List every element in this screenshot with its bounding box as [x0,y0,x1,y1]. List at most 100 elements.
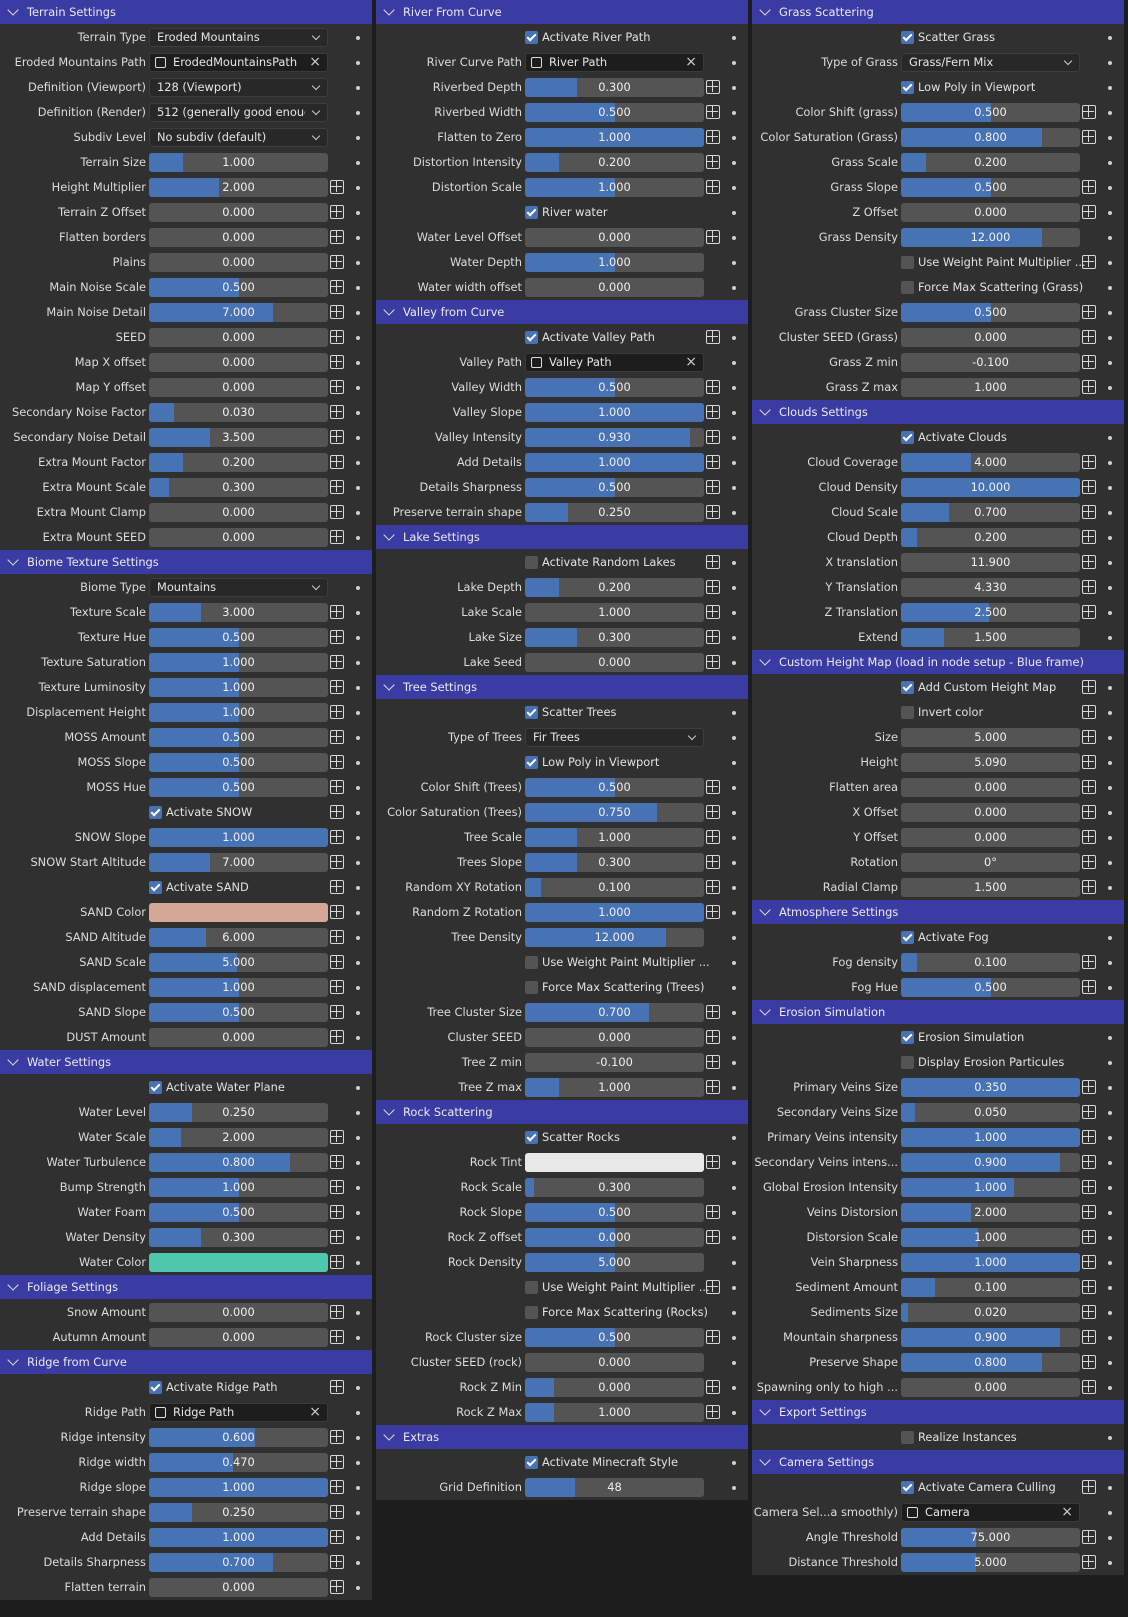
node-socket-icon[interactable] [330,1005,344,1019]
node-socket-icon[interactable] [1082,1280,1096,1294]
keyframe-dot-icon[interactable] [732,361,736,365]
checkbox[interactable] [525,1281,538,1294]
keyframe-dot-icon[interactable] [1108,1161,1112,1165]
value-slider[interactable]: 0.020 [901,1303,1080,1322]
keyframe-dot-icon[interactable] [732,486,736,490]
section-header-ridge-from-curve[interactable]: Ridge from Curve [0,1350,372,1374]
keyframe-dot-icon[interactable] [356,436,360,440]
node-socket-icon[interactable] [706,405,720,419]
node-socket-icon[interactable] [1082,1205,1096,1219]
value-slider[interactable]: 0.500 [149,628,328,647]
keyframe-dot-icon[interactable] [356,1511,360,1515]
keyframe-dot-icon[interactable] [356,486,360,490]
enum-dropdown[interactable]: Grass/Fern Mix [901,53,1080,72]
keyframe-dot-icon[interactable] [732,861,736,865]
node-socket-icon[interactable] [330,355,344,369]
checkbox-label[interactable]: Low Poly in Viewport [542,755,660,769]
node-socket-icon[interactable] [330,1030,344,1044]
object-field[interactable]: Valley Path × [525,353,704,372]
value-slider[interactable]: 1.000 [149,153,328,172]
keyframe-dot-icon[interactable] [1108,61,1112,65]
value-slider[interactable]: 7.000 [149,853,328,872]
keyframe-dot-icon[interactable] [732,211,736,215]
keyframe-dot-icon[interactable] [1108,636,1112,640]
checkbox-label[interactable]: Activate Clouds [918,430,1007,444]
keyframe-dot-icon[interactable] [1108,261,1112,265]
value-slider[interactable]: 0.000 [901,803,1080,822]
node-socket-icon[interactable] [330,180,344,194]
checkbox[interactable] [901,431,914,444]
section-header-terrain-settings[interactable]: Terrain Settings [0,0,372,24]
keyframe-dot-icon[interactable] [732,436,736,440]
value-slider[interactable]: 75.000 [901,1528,1080,1547]
node-socket-icon[interactable] [1082,1180,1096,1194]
value-slider[interactable]: 7.000 [149,303,328,322]
checkbox[interactable] [901,706,914,719]
node-socket-icon[interactable] [330,1455,344,1469]
enum-dropdown[interactable]: Mountains [149,578,328,597]
node-socket-icon[interactable] [1082,855,1096,869]
keyframe-dot-icon[interactable] [732,736,736,740]
value-slider[interactable]: 1.000 [525,453,704,472]
keyframe-dot-icon[interactable] [1108,186,1112,190]
keyframe-dot-icon[interactable] [732,161,736,165]
keyframe-dot-icon[interactable] [356,1336,360,1340]
keyframe-dot-icon[interactable] [356,1011,360,1015]
value-slider[interactable]: 0.000 [525,278,704,297]
checkbox-label[interactable]: Activate Fog [918,930,989,944]
value-slider[interactable]: 0.500 [901,178,1080,197]
node-socket-icon[interactable] [330,780,344,794]
node-socket-icon[interactable] [330,880,344,894]
keyframe-dot-icon[interactable] [732,786,736,790]
keyframe-dot-icon[interactable] [1108,461,1112,465]
keyframe-dot-icon[interactable] [356,361,360,365]
object-field[interactable]: Camera × [901,1503,1080,1522]
keyframe-dot-icon[interactable] [1108,786,1112,790]
checkbox[interactable] [525,1131,538,1144]
node-socket-icon[interactable] [330,1555,344,1569]
checkbox[interactable] [525,331,538,344]
node-socket-icon[interactable] [706,905,720,919]
keyframe-dot-icon[interactable] [356,61,360,65]
keyframe-dot-icon[interactable] [1108,1211,1112,1215]
value-slider[interactable]: 5.090 [901,753,1080,772]
node-socket-icon[interactable] [330,305,344,319]
section-header-valley-from-curve[interactable]: Valley from Curve [376,300,748,324]
keyframe-dot-icon[interactable] [356,886,360,890]
node-socket-icon[interactable] [330,280,344,294]
node-socket-icon[interactable] [1082,880,1096,894]
keyframe-dot-icon[interactable] [1108,1186,1112,1190]
value-slider[interactable]: 0.200 [525,153,704,172]
node-socket-icon[interactable] [330,1480,344,1494]
node-socket-icon[interactable] [1082,705,1096,719]
value-slider[interactable]: 0.000 [149,253,328,272]
value-slider[interactable]: 1.000 [149,703,328,722]
section-header-river-from-curve[interactable]: River From Curve [376,0,748,24]
keyframe-dot-icon[interactable] [732,1461,736,1465]
keyframe-dot-icon[interactable] [732,236,736,240]
keyframe-dot-icon[interactable] [356,311,360,315]
value-slider[interactable]: 0.000 [901,778,1080,797]
keyframe-dot-icon[interactable] [356,1261,360,1265]
value-slider[interactable]: 1.000 [525,253,704,272]
section-header-extras[interactable]: Extras [376,1425,748,1449]
node-socket-icon[interactable] [330,1305,344,1319]
section-header-grass-scattering[interactable]: Grass Scattering [752,0,1124,24]
value-slider[interactable]: 0.500 [149,728,328,747]
value-slider[interactable]: -0.100 [525,1053,704,1072]
keyframe-dot-icon[interactable] [732,286,736,290]
keyframe-dot-icon[interactable] [356,911,360,915]
keyframe-dot-icon[interactable] [1108,561,1112,565]
keyframe-dot-icon[interactable] [1108,711,1112,715]
keyframe-dot-icon[interactable] [732,1036,736,1040]
keyframe-dot-icon[interactable] [1108,1236,1112,1240]
node-socket-icon[interactable] [706,180,720,194]
node-socket-icon[interactable] [706,1230,720,1244]
keyframe-dot-icon[interactable] [1108,86,1112,90]
keyframe-dot-icon[interactable] [356,236,360,240]
node-socket-icon[interactable] [1082,1155,1096,1169]
section-header-foliage-settings[interactable]: Foliage Settings [0,1275,372,1299]
value-slider[interactable]: 5.000 [525,1253,704,1272]
keyframe-dot-icon[interactable] [1108,1311,1112,1315]
keyframe-dot-icon[interactable] [356,1311,360,1315]
